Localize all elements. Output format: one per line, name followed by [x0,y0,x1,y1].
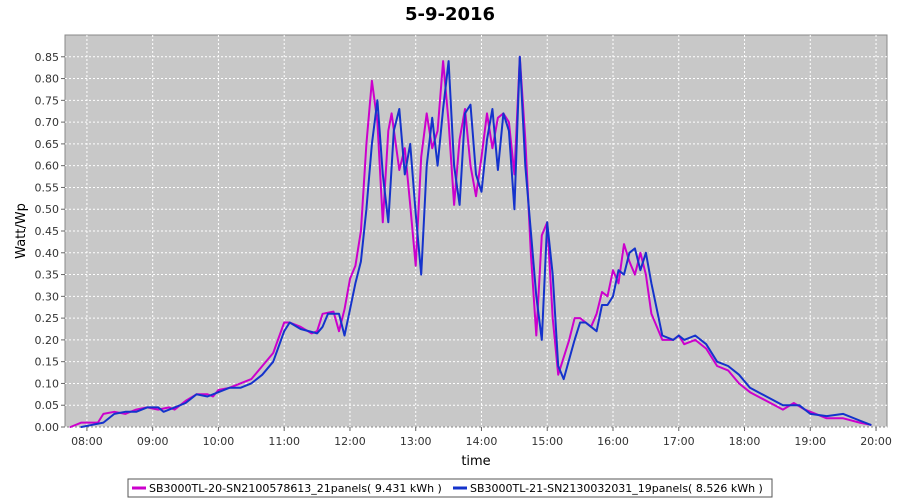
y-tick-label: 0.45 [35,225,60,238]
x-tick-label: 18:00 [729,435,761,448]
chart-title: 5-9-2016 [405,4,495,25]
series-layer [69,55,872,428]
plot-area [64,34,888,428]
x-tick-label: 20:00 [860,435,892,448]
x-tick-label: 15:00 [531,435,563,448]
x-tick-label: 14:00 [466,435,498,448]
y-tick-label: 0.05 [35,399,60,412]
y-tick-label: 0.30 [35,290,60,303]
legend-label-series-2: SB3000TL-21-SN2130032031_19panels( 8.526… [470,482,763,495]
y-tick-label: 0.55 [35,181,60,194]
x-tick-label: 10:00 [203,435,235,448]
y-tick-label: 0.50 [35,203,60,216]
legend: SB3000TL-20-SN2100578613_21panels( 9.431… [127,478,773,498]
x-axis-label: time [461,454,490,469]
y-tick-label: 0.25 [35,312,60,325]
x-axis-ticks: 08:00 09:00 10:00 11:00 12:00 13:00 14:00 15:00… [71,427,892,448]
grid [65,35,887,428]
y-tick-label: 0.80 [35,73,60,86]
y-tick-label: 0.00 [35,421,60,434]
legend-label-series-1: SB3000TL-20-SN2100578613_21panels( 9.431… [149,482,442,495]
x-tick-label: 19:00 [794,435,826,448]
x-tick-label: 16:00 [597,435,629,448]
y-tick-label: 0.10 [35,377,60,390]
y-tick-label: 0.15 [35,356,60,369]
y-axis-label: Watt/Wp [14,203,29,259]
x-tick-label: 13:00 [400,435,432,448]
y-tick-label: 0.75 [35,94,60,107]
y-tick-label: 0.60 [35,160,60,173]
y-tick-label: 0.85 [35,51,60,64]
x-tick-label: 09:00 [137,435,169,448]
y-tick-label: 0.65 [35,138,60,151]
y-tick-label: 0.20 [35,334,60,347]
legend-box [127,478,773,498]
x-tick-label: 08:00 [71,435,103,448]
y-tick-label: 0.40 [35,247,60,260]
y-tick-label: 0.35 [35,269,60,282]
y-axis-ticks: 0.00 0.05 0.10 0.15 0.20 0.25 0.30 0.35 0.40 0.45… [35,51,65,434]
series-line-2 [80,55,872,428]
x-tick-label: 12:00 [334,435,366,448]
x-tick-label: 11:00 [268,435,300,448]
y-tick-label: 0.70 [35,116,60,129]
x-tick-label: 17:00 [663,435,695,448]
